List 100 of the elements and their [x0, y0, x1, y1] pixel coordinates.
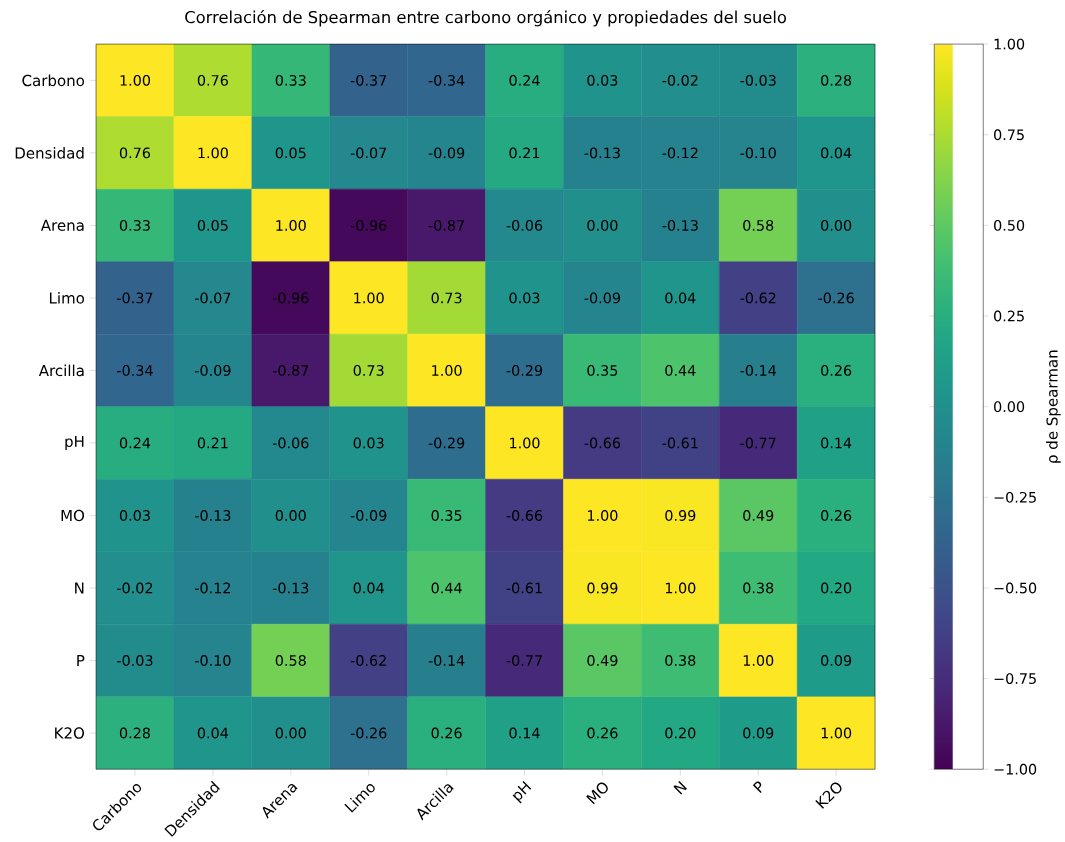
data-label: -0.03 — [117, 655, 153, 667]
data-label: 0.21 — [197, 437, 228, 449]
color-bar-label: −0.25 — [994, 492, 1036, 503]
data-label: 1.00 — [743, 655, 774, 667]
data-label: 0.33 — [119, 220, 150, 231]
y-tick-label: K2O — [55, 727, 85, 739]
data-label: -0.87 — [428, 220, 464, 231]
data-label: 0.26 — [431, 727, 462, 739]
color-bar-label: 0.25 — [994, 310, 1024, 322]
data-label: 0.28 — [119, 727, 150, 739]
data-label: -0.14 — [740, 365, 777, 376]
data-label: -0.34 — [428, 75, 465, 86]
data-label: -0.34 — [117, 365, 153, 376]
data-label: 0.03 — [587, 75, 618, 86]
y-tick-label: pH — [65, 436, 84, 451]
data-label: -0.13 — [662, 220, 698, 231]
data-label: -0.02 — [662, 75, 698, 86]
data-label: -0.61 — [662, 437, 698, 449]
y-tick-label: Limo — [49, 292, 85, 304]
data-label: -0.37 — [117, 292, 153, 304]
data-label: 0.04 — [197, 727, 229, 739]
x-tick-label: MO — [586, 782, 608, 805]
data-label: -0.09 — [350, 510, 387, 522]
data-label: -0.77 — [740, 437, 776, 449]
data-label: 0.03 — [119, 510, 150, 522]
data-label: -0.87 — [272, 365, 309, 376]
data-label: 0.76 — [119, 147, 151, 159]
data-label: 0.73 — [353, 365, 384, 376]
data-label: 0.99 — [665, 510, 696, 522]
data-label: -0.66 — [584, 437, 621, 449]
data-label: -0.12 — [195, 582, 231, 594]
data-label: 0.00 — [587, 220, 618, 231]
data-label: -0.13 — [195, 510, 231, 522]
data-label: -0.09 — [195, 365, 231, 376]
data-label: -0.66 — [506, 510, 543, 522]
data-label: -0.13 — [584, 147, 620, 159]
data-label: 0.03 — [353, 437, 384, 449]
data-label: 0.44 — [665, 365, 696, 376]
data-label: 0.35 — [587, 365, 618, 376]
x-tick-label: N — [673, 781, 688, 795]
color-bar-label: 0.75 — [994, 129, 1024, 141]
data-label: 0.49 — [743, 510, 774, 522]
data-label: -0.03 — [740, 75, 776, 86]
data-label: 0.76 — [197, 75, 228, 86]
data-label: 0.33 — [275, 75, 306, 86]
data-label: -0.13 — [272, 582, 309, 594]
data-label: 0.03 — [509, 292, 540, 304]
data-label: -0.77 — [506, 655, 542, 667]
data-label: 0.00 — [275, 510, 306, 522]
data-label: 0.26 — [821, 365, 852, 376]
data-label: 0.58 — [275, 655, 306, 667]
chart-title: Correlación de Spearman entre carbono orgánico y propiedades del suelo — [185, 10, 787, 27]
data-label: 0.00 — [821, 220, 852, 231]
data-label: 0.04 — [665, 292, 696, 304]
data-label: 0.58 — [743, 220, 774, 231]
data-label: 1.00 — [120, 75, 151, 86]
color-bar-label: 0.50 — [994, 220, 1025, 231]
data-label: 0.24 — [509, 75, 540, 86]
data-label: 1.00 — [821, 727, 852, 739]
data-label: 0.04 — [821, 147, 852, 159]
data-label: -0.06 — [506, 220, 543, 231]
data-label: 0.21 — [509, 147, 540, 159]
color-bar-label: 0.00 — [994, 401, 1025, 413]
data-label: 0.38 — [665, 655, 696, 667]
data-label: -0.09 — [584, 292, 620, 304]
data-label: 0.24 — [119, 437, 151, 449]
data-label: -0.29 — [506, 365, 543, 376]
data-label: 0.14 — [509, 727, 540, 739]
data-label: -0.10 — [195, 655, 231, 667]
data-label: 0.04 — [353, 582, 384, 594]
data-label: 1.00 — [510, 437, 540, 449]
data-label: 0.00 — [275, 727, 306, 739]
data-label: -0.37 — [350, 75, 387, 86]
data-label: -0.61 — [506, 582, 542, 594]
color-bar-label: −0.75 — [994, 673, 1036, 685]
y-tick-label: Carbono — [22, 74, 85, 87]
data-label: 1.00 — [198, 147, 228, 159]
data-label: 0.99 — [587, 582, 618, 594]
data-label: -0.06 — [272, 437, 309, 449]
y-tick-label: N — [75, 582, 84, 594]
data-label: -0.96 — [350, 220, 387, 231]
x-tick-label: pH — [512, 781, 532, 804]
data-label: 0.73 — [431, 292, 462, 304]
data-label: 0.09 — [821, 655, 852, 667]
data-label: 0.28 — [821, 75, 852, 86]
y-tick-label: P — [77, 655, 85, 667]
color-bar-label: −1.00 — [994, 763, 1037, 775]
data-label: 1.00 — [665, 582, 696, 594]
color-bar-label: −0.50 — [994, 582, 1037, 594]
data-label: -0.62 — [350, 655, 386, 667]
data-label: 0.26 — [587, 727, 618, 739]
data-label: 1.00 — [432, 365, 462, 376]
data-label: -0.07 — [350, 147, 387, 159]
data-label: 1.00 — [276, 220, 306, 231]
data-label: 0.38 — [743, 582, 774, 594]
data-label: -0.12 — [662, 147, 698, 159]
data-label: 0.44 — [431, 582, 462, 594]
data-label: 0.26 — [821, 510, 852, 522]
data-label: 1.00 — [354, 292, 384, 304]
y-tick-label: MO — [61, 509, 85, 522]
